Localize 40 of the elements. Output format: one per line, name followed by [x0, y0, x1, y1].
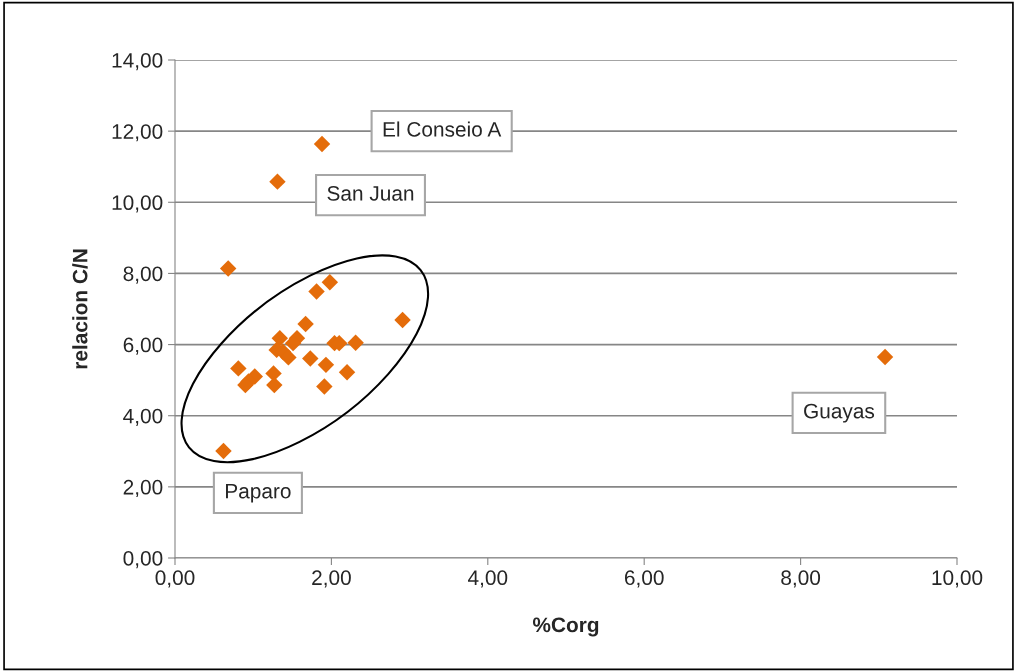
x-tick-label: 10,00 — [932, 570, 983, 588]
point — [338, 364, 356, 381]
point — [265, 365, 282, 382]
annotation: Guayas — [804, 403, 875, 423]
point — [316, 378, 333, 395]
point — [876, 348, 894, 366]
point — [313, 135, 331, 153]
point — [302, 350, 319, 367]
y-tick-label: 4,00 — [123, 408, 163, 426]
point — [237, 376, 254, 394]
point — [215, 442, 232, 460]
point — [394, 311, 411, 329]
annotation: El Conseio A — [383, 121, 502, 137]
y-tick-label: 2,00 — [123, 479, 163, 498]
y-tick-label: 6,00 — [123, 337, 163, 355]
y-tick-label: 8,00 — [123, 266, 163, 284]
y-tick-label: 12,00 — [112, 124, 163, 142]
y-tick-label: 0,00 — [123, 551, 163, 569]
point — [266, 376, 283, 394]
annotation: San Juan — [327, 186, 414, 201]
point — [280, 349, 297, 366]
x-tick-label: 8,00 — [781, 570, 821, 588]
point — [321, 274, 339, 291]
point — [317, 356, 335, 374]
x-tick-label: 0,00 — [155, 570, 195, 588]
point — [347, 334, 364, 352]
x-tick-label: 2,00 — [312, 570, 351, 588]
x-tick-label: 4,00 — [468, 570, 508, 588]
point — [308, 283, 325, 300]
x-tick-label: 6,00 — [624, 570, 664, 588]
annotation: Paparo — [226, 483, 291, 503]
y-tick-label: 14,00 — [112, 53, 163, 71]
point — [230, 360, 247, 377]
y-tick-label: 10,00 — [112, 195, 163, 213]
point — [269, 173, 286, 190]
point — [219, 260, 237, 277]
y-axis-title: relacion C/N — [72, 249, 88, 369]
point — [271, 329, 288, 347]
x-axis-title: %Corg — [532, 617, 599, 637]
point — [297, 315, 314, 333]
